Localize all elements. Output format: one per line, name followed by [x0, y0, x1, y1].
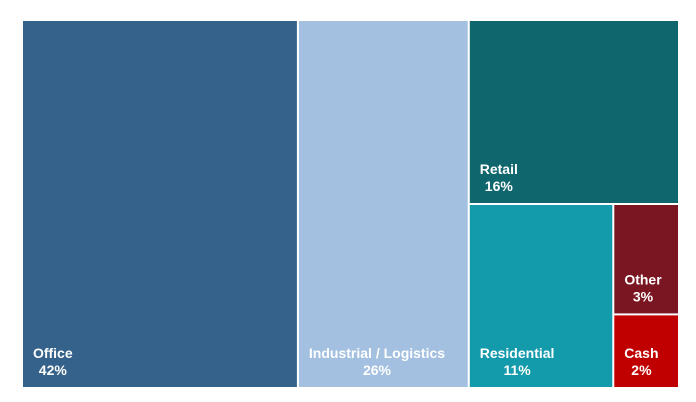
tile-label-other: Other	[624, 271, 662, 287]
tile-label-cash: Cash	[624, 345, 658, 361]
tile-value-other: 3%	[633, 288, 654, 304]
tile-label-office: Office	[33, 345, 73, 361]
tile-rect-other	[614, 205, 678, 314]
tile-label-residential: Residential	[480, 345, 555, 361]
tile-rect-cash	[614, 315, 678, 387]
tile-rect-residential	[469, 205, 613, 387]
tile-value-industrial-logistics: 26%	[363, 362, 392, 378]
tile-label-industrial-logistics: Industrial / Logistics	[309, 345, 445, 361]
tile-rect-office	[23, 21, 297, 387]
tile-rect-industrial-logistics	[298, 21, 468, 387]
tile-label-retail: Retail	[480, 161, 518, 177]
tile-value-cash: 2%	[631, 362, 652, 378]
tile-rect-retail	[469, 21, 678, 203]
tile-value-residential: 11%	[503, 362, 531, 378]
tile-value-office: 42%	[39, 362, 68, 378]
tile-value-retail: 16%	[485, 178, 514, 194]
